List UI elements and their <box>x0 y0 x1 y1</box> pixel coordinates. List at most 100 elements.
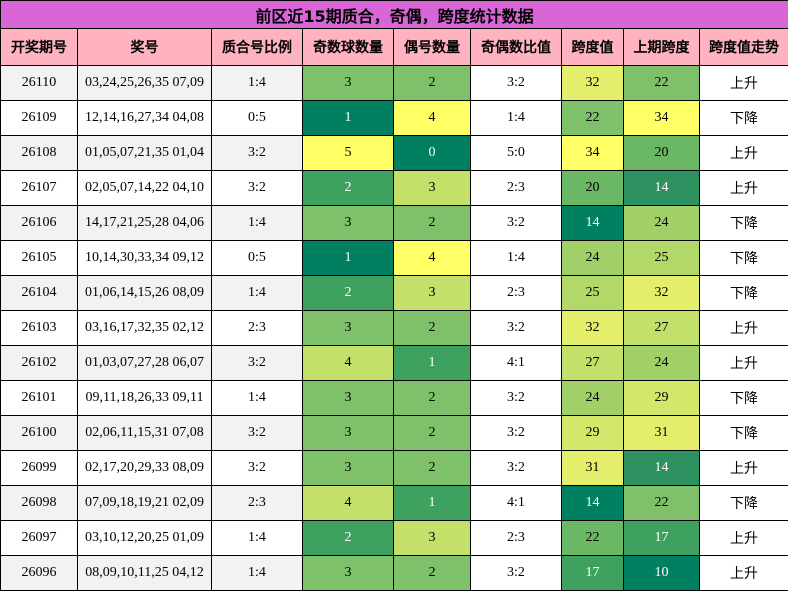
period-cell: 26107 <box>1 171 78 206</box>
span-cell: 25 <box>562 276 624 311</box>
header-even-count: 偶号数量 <box>394 29 471 66</box>
even-count-cell: 3 <box>394 276 471 311</box>
span-cell: 24 <box>562 241 624 276</box>
odd-count-cell: 4 <box>303 486 394 521</box>
even-count-cell: 2 <box>394 416 471 451</box>
numbers-cell: 02,17,20,29,33 08,09 <box>78 451 212 486</box>
header-odd-count: 奇数球数量 <box>303 29 394 66</box>
prime-composite-ratio-cell: 1:4 <box>212 276 303 311</box>
odd-even-ratio-cell: 4:1 <box>471 486 562 521</box>
span-trend-cell: 上升 <box>700 521 788 556</box>
span-cell: 29 <box>562 416 624 451</box>
period-cell: 26109 <box>1 101 78 136</box>
even-count-cell: 3 <box>394 171 471 206</box>
span-cell: 32 <box>562 311 624 346</box>
period-cell: 26100 <box>1 416 78 451</box>
period-cell: 26098 <box>1 486 78 521</box>
even-count-cell: 2 <box>394 556 471 591</box>
previous-span-cell: 14 <box>624 451 700 486</box>
period-cell: 26104 <box>1 276 78 311</box>
span-cell: 22 <box>562 521 624 556</box>
numbers-cell: 03,10,12,20,25 01,09 <box>78 521 212 556</box>
previous-span-cell: 32 <box>624 276 700 311</box>
even-count-cell: 4 <box>394 241 471 276</box>
numbers-cell: 03,24,25,26,35 07,09 <box>78 66 212 101</box>
even-count-cell: 2 <box>394 381 471 416</box>
period-cell: 26102 <box>1 346 78 381</box>
prime-composite-ratio-cell: 1:4 <box>212 206 303 241</box>
prime-composite-ratio-cell: 2:3 <box>212 486 303 521</box>
prime-composite-ratio-cell: 3:2 <box>212 416 303 451</box>
header-period: 开奖期号 <box>1 29 78 66</box>
header-row: 开奖期号 奖号 质合号比例 奇数球数量 偶号数量 奇偶数比值 跨度值 上期跨度 … <box>1 29 788 66</box>
prime-composite-ratio-cell: 1:4 <box>212 521 303 556</box>
even-count-cell: 2 <box>394 66 471 101</box>
span-trend-cell: 下降 <box>700 381 788 416</box>
odd-count-cell: 2 <box>303 521 394 556</box>
period-cell: 26110 <box>1 66 78 101</box>
odd-count-cell: 3 <box>303 311 394 346</box>
numbers-cell: 02,06,11,15,31 07,08 <box>78 416 212 451</box>
prime-composite-ratio-cell: 3:2 <box>212 451 303 486</box>
odd-even-ratio-cell: 4:1 <box>471 346 562 381</box>
previous-span-cell: 14 <box>624 171 700 206</box>
span-trend-cell: 上升 <box>700 66 788 101</box>
odd-count-cell: 4 <box>303 346 394 381</box>
odd-count-cell: 1 <box>303 101 394 136</box>
prime-composite-ratio-cell: 1:4 <box>212 66 303 101</box>
span-cell: 14 <box>562 486 624 521</box>
span-trend-cell: 上升 <box>700 136 788 171</box>
previous-span-cell: 24 <box>624 206 700 241</box>
even-count-cell: 4 <box>394 101 471 136</box>
previous-span-cell: 10 <box>624 556 700 591</box>
header-odd-even-ratio: 奇偶数比值 <box>471 29 562 66</box>
header-previous-span: 上期跨度 <box>624 29 700 66</box>
span-cell: 22 <box>562 101 624 136</box>
numbers-cell: 03,16,17,32,35 02,12 <box>78 311 212 346</box>
odd-even-ratio-cell: 3:2 <box>471 451 562 486</box>
span-trend-cell: 上升 <box>700 451 788 486</box>
even-count-cell: 2 <box>394 206 471 241</box>
header-span: 跨度值 <box>562 29 624 66</box>
previous-span-cell: 17 <box>624 521 700 556</box>
odd-even-ratio-cell: 3:2 <box>471 311 562 346</box>
prime-composite-ratio-cell: 0:5 <box>212 101 303 136</box>
even-count-cell: 0 <box>394 136 471 171</box>
period-cell: 26099 <box>1 451 78 486</box>
prime-composite-ratio-cell: 3:2 <box>212 136 303 171</box>
prime-composite-ratio-cell: 1:4 <box>212 381 303 416</box>
odd-count-cell: 1 <box>303 241 394 276</box>
span-cell: 24 <box>562 381 624 416</box>
span-cell: 32 <box>562 66 624 101</box>
span-trend-cell: 下降 <box>700 241 788 276</box>
odd-even-ratio-cell: 3:2 <box>471 206 562 241</box>
period-cell: 26096 <box>1 556 78 591</box>
header-numbers: 奖号 <box>78 29 212 66</box>
period-cell: 26106 <box>1 206 78 241</box>
previous-span-cell: 22 <box>624 66 700 101</box>
previous-span-cell: 31 <box>624 416 700 451</box>
previous-span-cell: 24 <box>624 346 700 381</box>
prime-composite-ratio-cell: 3:2 <box>212 171 303 206</box>
span-trend-cell: 上升 <box>700 311 788 346</box>
header-prime-composite-ratio: 质合号比例 <box>212 29 303 66</box>
odd-count-cell: 3 <box>303 451 394 486</box>
odd-even-ratio-cell: 3:2 <box>471 66 562 101</box>
odd-even-ratio-cell: 1:4 <box>471 241 562 276</box>
previous-span-cell: 29 <box>624 381 700 416</box>
even-count-cell: 2 <box>394 311 471 346</box>
numbers-cell: 10,14,30,33,34 09,12 <box>78 241 212 276</box>
odd-even-ratio-cell: 2:3 <box>471 276 562 311</box>
period-cell: 26105 <box>1 241 78 276</box>
